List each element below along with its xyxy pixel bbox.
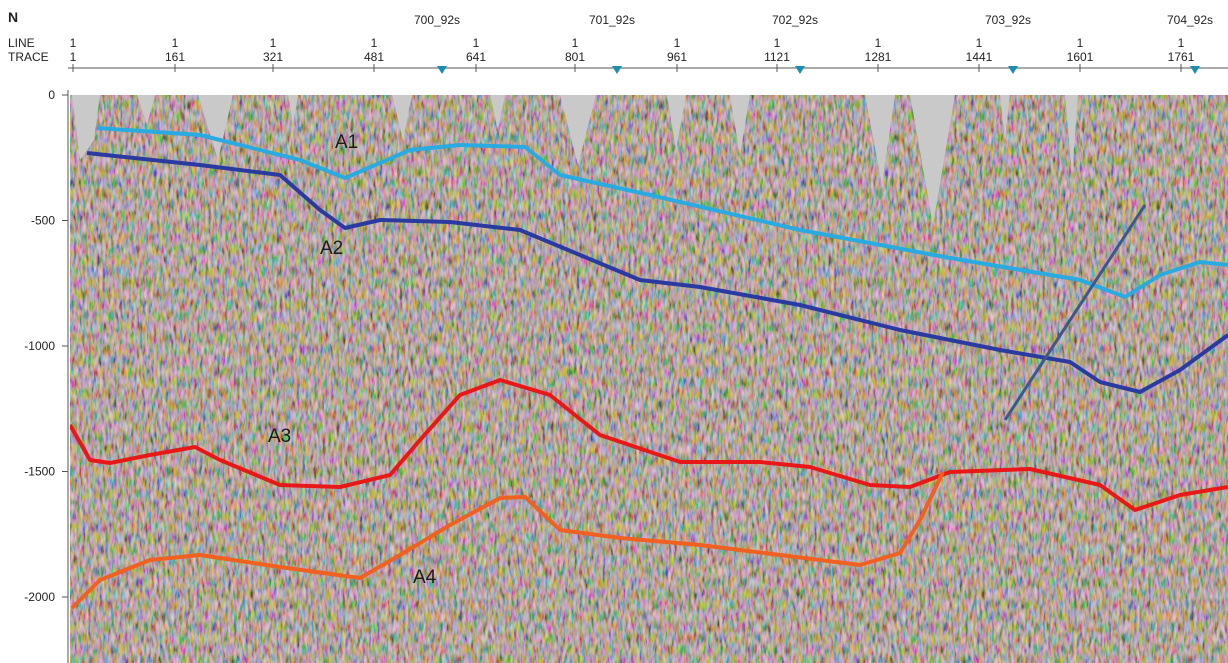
trace-number: 321 bbox=[263, 50, 283, 64]
north-label: N bbox=[8, 9, 18, 25]
horizon-label: A2 bbox=[320, 238, 343, 259]
trace-line: 1 bbox=[674, 36, 681, 50]
trace-number: 1601 bbox=[1067, 50, 1094, 64]
trace-number: 481 bbox=[364, 50, 384, 64]
trace-number: 641 bbox=[466, 50, 486, 64]
trace-number: 801 bbox=[565, 50, 585, 64]
line-name: 701_92s bbox=[589, 13, 635, 27]
horizon-label: A3 bbox=[268, 426, 291, 447]
depth-label: -2000 bbox=[24, 590, 55, 604]
trace-number: 961 bbox=[667, 50, 687, 64]
horizon-label: A1 bbox=[335, 132, 358, 153]
line-marker bbox=[437, 66, 447, 74]
trace-number: 1 bbox=[70, 50, 77, 64]
trace-number: 1761 bbox=[1168, 50, 1195, 64]
line-name: 700_92s bbox=[414, 13, 460, 27]
trace-number: 1441 bbox=[966, 50, 993, 64]
depth-label: -500 bbox=[31, 214, 55, 228]
trace-line: 1 bbox=[371, 36, 378, 50]
trace-line: 1 bbox=[1178, 36, 1185, 50]
trace-number: 1121 bbox=[764, 50, 790, 64]
trace-line: 1 bbox=[70, 36, 77, 50]
line-name: 702_92s bbox=[772, 13, 818, 27]
line-label: LINE bbox=[8, 36, 35, 50]
depth-label: 0 bbox=[48, 88, 55, 102]
trace-line: 1 bbox=[774, 36, 781, 50]
line-name: 704_92s bbox=[1167, 13, 1213, 27]
line-marker bbox=[1008, 66, 1018, 74]
trace-line: 1 bbox=[473, 36, 480, 50]
trace-number: 1281 bbox=[865, 50, 892, 64]
trace-number: 161 bbox=[165, 50, 185, 64]
trace-line: 1 bbox=[976, 36, 983, 50]
seismic-image bbox=[70, 95, 1228, 663]
line-marker bbox=[795, 66, 805, 74]
depth-label: -1000 bbox=[24, 339, 55, 353]
trace-line: 1 bbox=[270, 36, 277, 50]
trace-label: TRACE bbox=[8, 50, 49, 64]
depth-label: -1500 bbox=[24, 465, 55, 479]
trace-line: 1 bbox=[172, 36, 179, 50]
trace-line: 1 bbox=[572, 36, 579, 50]
trace-line: 1 bbox=[1077, 36, 1084, 50]
trace-line: 1 bbox=[875, 36, 882, 50]
line-marker bbox=[1190, 66, 1200, 74]
horizon-label: A4 bbox=[413, 567, 437, 588]
line-name: 703_92s bbox=[985, 13, 1031, 27]
line-marker bbox=[612, 66, 622, 74]
seismic-view: N LINE TRACE 700_92s 701_92s 702_92s 703_92… bbox=[0, 0, 1228, 663]
